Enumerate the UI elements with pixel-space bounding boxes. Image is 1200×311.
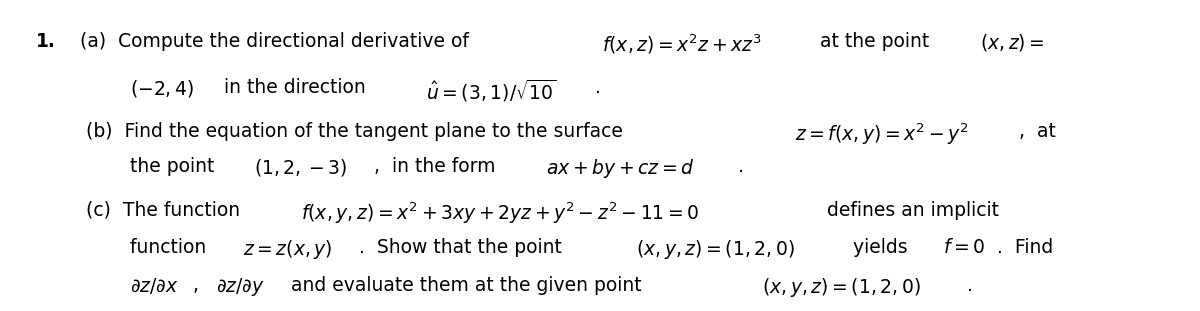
Text: $z = f(x, y) = x^2 - y^2$: $z = f(x, y) = x^2 - y^2$	[794, 122, 968, 147]
Text: .: .	[738, 157, 744, 176]
Text: (c)  The function: (c) The function	[86, 201, 252, 220]
Text: the point: the point	[130, 157, 226, 176]
Text: ,  at: , at	[1019, 122, 1056, 141]
Text: $(-2, 4)$: $(-2, 4)$	[130, 78, 193, 99]
Text: ,: ,	[192, 276, 210, 295]
Text: $f(x, z) = x^2z + xz^3$: $f(x, z) = x^2z + xz^3$	[602, 32, 762, 56]
Text: .: .	[595, 78, 601, 97]
Text: (a)  Compute the directional derivative of: (a) Compute the directional derivative o…	[61, 32, 480, 51]
Text: $(x, y, z) = (1, 2, 0)$: $(x, y, z) = (1, 2, 0)$	[636, 239, 796, 262]
Text: (b)  Find the equation of the tangent plane to the surface: (b) Find the equation of the tangent pla…	[86, 122, 635, 141]
Text: and evaluate them at the given point: and evaluate them at the given point	[278, 276, 654, 295]
Text: $ax + by + cz = d$: $ax + by + cz = d$	[546, 157, 695, 180]
Text: $f = 0$: $f = 0$	[943, 239, 985, 258]
Text: .: .	[967, 276, 973, 295]
Text: ,  in the form: , in the form	[374, 157, 508, 176]
Text: .  Find: . Find	[997, 239, 1054, 258]
Text: at the point: at the point	[808, 32, 941, 51]
Text: $(x, y, z) = (1, 2, 0)$: $(x, y, z) = (1, 2, 0)$	[762, 276, 922, 299]
Text: $\partial z/\partial x$: $\partial z/\partial x$	[130, 276, 179, 296]
Text: defines an implicit: defines an implicit	[815, 201, 1000, 220]
Text: yields: yields	[841, 239, 920, 258]
Text: .  Show that the point: . Show that the point	[359, 239, 574, 258]
Text: $(1, 2, -3)$: $(1, 2, -3)$	[254, 157, 347, 179]
Text: function: function	[130, 239, 218, 258]
Text: 1.: 1.	[36, 32, 56, 51]
Text: $z = z(x, y)$: $z = z(x, y)$	[244, 239, 334, 262]
Text: $(x, z) =$: $(x, z) =$	[980, 32, 1045, 53]
Text: $f(x, y, z) = x^2 + 3xy + 2yz + y^2 - z^2 - 11 = 0$: $f(x, y, z) = x^2 + 3xy + 2yz + y^2 - z^…	[301, 201, 700, 226]
Text: in the direction: in the direction	[212, 78, 378, 97]
Text: $\hat{u} = (3, 1)/\sqrt{10}$: $\hat{u} = (3, 1)/\sqrt{10}$	[426, 78, 557, 104]
Text: $\partial z/\partial y$: $\partial z/\partial y$	[216, 276, 265, 298]
